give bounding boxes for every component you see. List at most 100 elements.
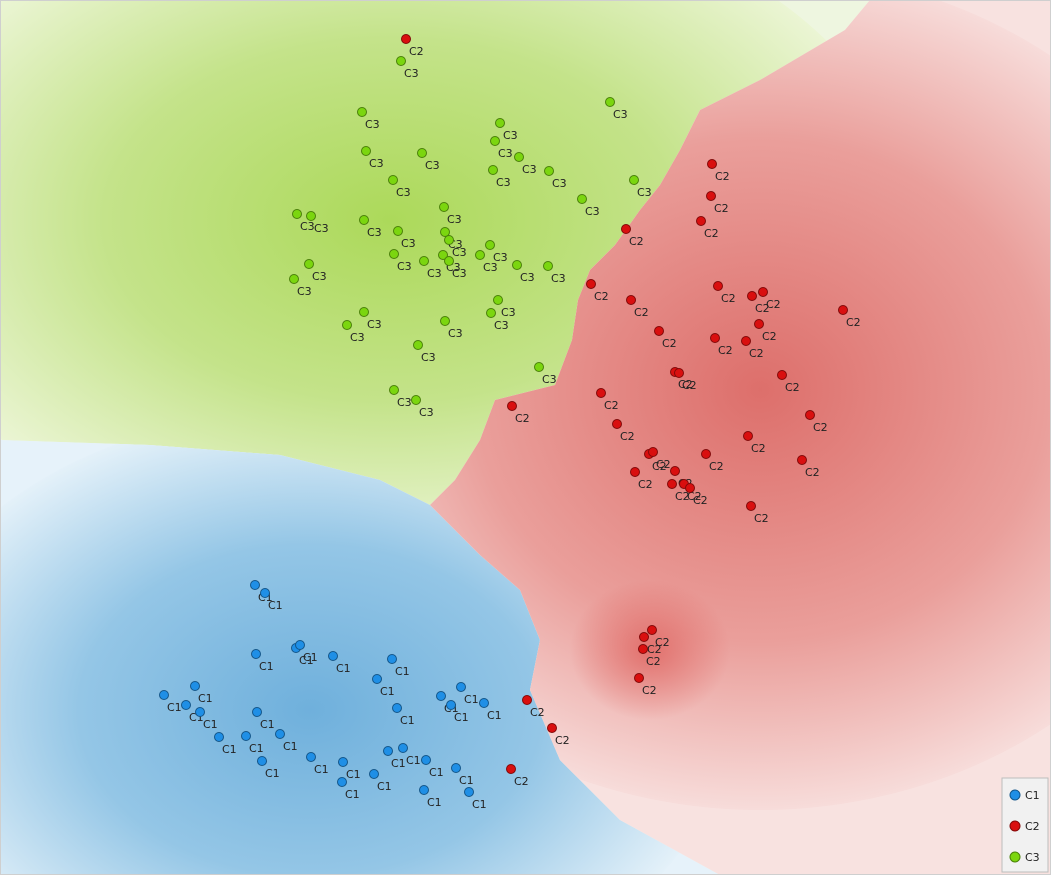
point-c3-33[interactable] bbox=[342, 320, 352, 330]
point-c2-20[interactable] bbox=[805, 410, 815, 420]
point-c1-0[interactable] bbox=[250, 580, 260, 590]
point-c3-34[interactable] bbox=[440, 316, 450, 326]
point-c1-19[interactable] bbox=[337, 777, 347, 787]
point-c2-10[interactable] bbox=[626, 295, 636, 305]
point-c3-6[interactable] bbox=[417, 148, 427, 158]
point-c3-23[interactable] bbox=[444, 256, 454, 266]
point-c2-16[interactable] bbox=[674, 368, 684, 378]
point-c1-20[interactable] bbox=[369, 769, 379, 779]
point-c1-18[interactable] bbox=[338, 757, 348, 767]
point-c1-14[interactable] bbox=[214, 732, 224, 742]
point-c3-29[interactable] bbox=[289, 274, 299, 284]
point-c1-2[interactable] bbox=[251, 649, 261, 659]
point-c3-28[interactable] bbox=[304, 259, 314, 269]
point-c1-25[interactable] bbox=[451, 763, 461, 773]
point-c2-0[interactable] bbox=[401, 34, 411, 44]
point-c3-5[interactable] bbox=[361, 146, 371, 156]
point-c2-28[interactable] bbox=[670, 466, 680, 476]
point-c3-12[interactable] bbox=[577, 194, 587, 204]
point-c2-22[interactable] bbox=[743, 431, 753, 441]
point-c3-15[interactable] bbox=[359, 215, 369, 225]
point-c3-27[interactable] bbox=[543, 261, 553, 271]
point-c3-32[interactable] bbox=[359, 307, 369, 317]
point-c1-10[interactable] bbox=[181, 700, 191, 710]
point-c3-19[interactable] bbox=[444, 235, 454, 245]
point-c2-3[interactable] bbox=[696, 216, 706, 226]
point-c1-6[interactable] bbox=[387, 654, 397, 664]
point-c3-24[interactable] bbox=[475, 250, 485, 260]
point-c1-31[interactable] bbox=[479, 698, 489, 708]
point-c3-0[interactable] bbox=[396, 56, 406, 66]
point-c1-13[interactable] bbox=[275, 729, 285, 739]
point-c2-9[interactable] bbox=[838, 305, 848, 315]
point-c2-8[interactable] bbox=[758, 287, 768, 297]
point-c1-26[interactable] bbox=[464, 787, 474, 797]
point-c2-5[interactable] bbox=[586, 279, 596, 289]
point-c3-38[interactable] bbox=[411, 395, 421, 405]
point-c2-4[interactable] bbox=[621, 224, 631, 234]
point-c2-36[interactable] bbox=[634, 673, 644, 683]
point-c3-18[interactable] bbox=[440, 227, 450, 237]
point-c3-14[interactable] bbox=[306, 211, 316, 221]
point-c2-21[interactable] bbox=[612, 419, 622, 429]
point-c2-27[interactable] bbox=[630, 467, 640, 477]
point-c1-30[interactable] bbox=[456, 682, 466, 692]
point-c1-22[interactable] bbox=[398, 743, 408, 753]
point-c2-25[interactable] bbox=[701, 449, 711, 459]
point-c2-2[interactable] bbox=[706, 191, 716, 201]
point-c1-15[interactable] bbox=[241, 731, 251, 741]
point-c2-26[interactable] bbox=[797, 455, 807, 465]
point-c3-35[interactable] bbox=[413, 340, 423, 350]
point-c3-13[interactable] bbox=[292, 209, 302, 219]
point-c3-7[interactable] bbox=[514, 152, 524, 162]
point-c2-11[interactable] bbox=[654, 326, 664, 336]
point-c2-17[interactable] bbox=[777, 370, 787, 380]
point-c2-7[interactable] bbox=[747, 291, 757, 301]
point-c1-4[interactable] bbox=[295, 640, 305, 650]
point-c1-27[interactable] bbox=[392, 703, 402, 713]
point-c3-2[interactable] bbox=[357, 107, 367, 117]
point-c2-31[interactable] bbox=[685, 483, 695, 493]
point-c2-34[interactable] bbox=[639, 632, 649, 642]
point-c1-5[interactable] bbox=[328, 651, 338, 661]
point-c2-19[interactable] bbox=[507, 401, 517, 411]
point-c2-1[interactable] bbox=[707, 159, 717, 169]
point-c1-24[interactable] bbox=[419, 785, 429, 795]
point-c1-16[interactable] bbox=[257, 756, 267, 766]
point-c3-9[interactable] bbox=[488, 165, 498, 175]
point-c1-7[interactable] bbox=[372, 674, 382, 684]
point-c3-16[interactable] bbox=[439, 202, 449, 212]
point-c1-11[interactable] bbox=[195, 707, 205, 717]
point-c1-12[interactable] bbox=[252, 707, 262, 717]
point-c2-33[interactable] bbox=[647, 625, 657, 635]
point-c1-9[interactable] bbox=[190, 681, 200, 691]
point-c2-24[interactable] bbox=[648, 447, 658, 457]
point-c1-1[interactable] bbox=[260, 588, 270, 598]
point-c2-39[interactable] bbox=[506, 764, 516, 774]
point-c2-37[interactable] bbox=[522, 695, 532, 705]
point-c1-17[interactable] bbox=[306, 752, 316, 762]
point-c3-20[interactable] bbox=[485, 240, 495, 250]
point-c2-13[interactable] bbox=[710, 333, 720, 343]
point-c2-14[interactable] bbox=[741, 336, 751, 346]
point-c3-36[interactable] bbox=[534, 362, 544, 372]
point-c2-29[interactable] bbox=[667, 479, 677, 489]
point-c1-21[interactable] bbox=[383, 746, 393, 756]
point-c3-3[interactable] bbox=[495, 118, 505, 128]
point-c2-12[interactable] bbox=[754, 319, 764, 329]
point-c3-26[interactable] bbox=[512, 260, 522, 270]
point-c3-22[interactable] bbox=[438, 250, 448, 260]
point-c3-37[interactable] bbox=[389, 385, 399, 395]
point-c3-30[interactable] bbox=[493, 295, 503, 305]
point-c2-18[interactable] bbox=[596, 388, 606, 398]
point-c2-38[interactable] bbox=[547, 723, 557, 733]
point-c3-11[interactable] bbox=[629, 175, 639, 185]
point-c3-4[interactable] bbox=[490, 136, 500, 146]
point-c2-6[interactable] bbox=[713, 281, 723, 291]
point-c1-28[interactable] bbox=[436, 691, 446, 701]
point-c1-29[interactable] bbox=[446, 700, 456, 710]
point-c1-8[interactable] bbox=[159, 690, 169, 700]
point-c2-32[interactable] bbox=[746, 501, 756, 511]
point-c3-25[interactable] bbox=[419, 256, 429, 266]
point-c3-21[interactable] bbox=[389, 249, 399, 259]
